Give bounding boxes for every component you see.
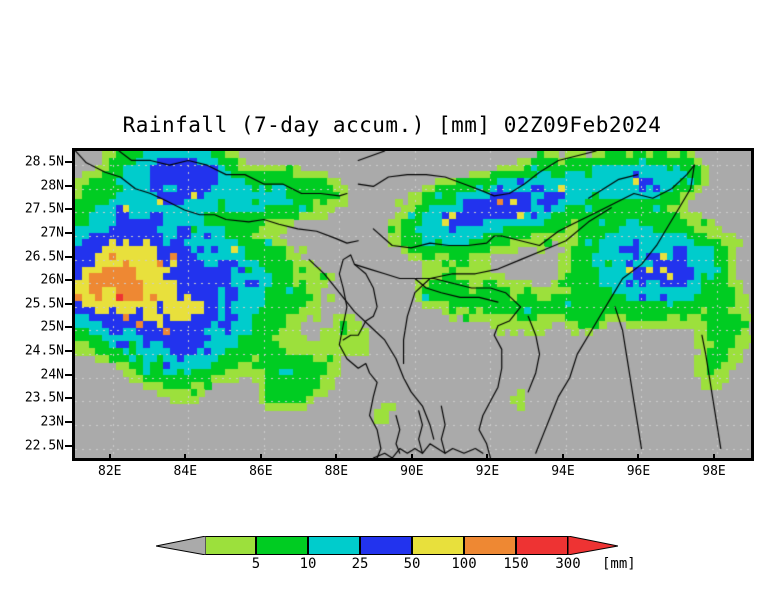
colorbar-tick-label: 100 <box>451 556 477 572</box>
y-axis-tick-mark <box>65 326 72 329</box>
y-axis-tick-label: 23.5N <box>24 390 64 406</box>
y-axis-tick-label: 25.5N <box>24 296 64 312</box>
colorbar-segment <box>308 536 360 555</box>
x-axis-labels: 82E 84E 86E 88E 90E 92E 94E 96E 98E <box>72 464 748 484</box>
colorbar-segment <box>464 536 516 555</box>
x-axis-tick-mark <box>713 454 715 461</box>
colorbar-segments <box>204 536 568 555</box>
y-axis-tick-mark <box>65 397 72 400</box>
colorbar-tick-labels: 5 10 25 50 100 150 300 <box>204 556 581 574</box>
y-axis-tick-label: 27.5N <box>24 201 64 217</box>
x-axis-tick-mark <box>561 454 564 461</box>
y-axis-labels: 28.5N 28N 27.5N 27N 26.5N 26N 25.5N 25N 24.5N 24N… <box>0 148 64 455</box>
y-axis-tick-mark <box>65 161 72 164</box>
x-axis-tick-mark <box>108 454 111 461</box>
colorbar-segment <box>412 536 464 555</box>
y-axis-tick-mark <box>65 279 72 282</box>
colorbar[interactable]: 5 10 25 50 100 150 300 <box>156 534 618 572</box>
colorbar-tick-label: 300 <box>555 556 581 572</box>
y-axis-tick-label: 28N <box>40 178 64 194</box>
y-axis-tick-label: 23N <box>40 414 64 430</box>
colorbar-segment <box>360 536 412 555</box>
colorbar-tick-label: 25 <box>351 556 369 572</box>
y-axis-tick-label: 27N <box>40 225 64 241</box>
y-axis-tick-mark <box>65 302 72 305</box>
x-axis-tick-label: 98E <box>702 464 726 479</box>
map-plot-area[interactable] <box>72 148 754 461</box>
x-axis-tick-mark <box>486 454 489 461</box>
x-axis-tick-mark <box>637 454 640 461</box>
y-axis-tick-mark <box>65 184 72 187</box>
x-axis-tick-label: 86E <box>249 464 273 479</box>
y-axis-tick-mark <box>65 420 72 423</box>
page-title: Rainfall (7-day accum.) [mm] 02Z09Feb202… <box>122 113 662 137</box>
y-axis-tick-mark <box>65 350 72 353</box>
y-axis-tick-mark <box>65 232 72 234</box>
colorbar-tick-label: 5 <box>251 556 261 572</box>
y-axis-tick-label: 24N <box>40 367 64 383</box>
x-axis-tick-mark <box>335 454 338 461</box>
x-axis-tick-mark <box>410 454 413 461</box>
y-axis-tick-label: 22.5N <box>24 438 64 454</box>
x-axis-tick-label: 96E <box>626 464 651 479</box>
x-axis-tick-label: 90E <box>400 464 424 479</box>
y-axis-tick-label: 28.5N <box>24 154 64 170</box>
y-axis-tick-label: 26N <box>40 272 64 288</box>
colorbar-segment <box>204 536 256 555</box>
colorbar-unit-label: [mm] <box>602 556 636 572</box>
colorbar-high-extend-icon <box>568 536 618 555</box>
x-axis-tick-label: 88E <box>324 464 349 479</box>
y-axis-tick-mark <box>65 255 72 258</box>
y-axis-tick-mark <box>65 444 72 447</box>
colorbar-segment <box>516 536 568 555</box>
colorbar-tick-label: 150 <box>503 556 529 572</box>
x-axis-tick-mark <box>259 454 262 461</box>
colorbar-tick-label: 50 <box>403 556 421 572</box>
x-axis-ticks <box>72 454 748 464</box>
rainfall-heatmap-canvas <box>75 151 751 458</box>
colorbar-low-extend-icon <box>156 536 206 555</box>
colorbar-tick-label: 10 <box>299 556 317 572</box>
x-axis-tick-label: 84E <box>173 464 198 479</box>
y-axis-tick-mark <box>65 208 72 211</box>
y-axis-ticks <box>58 148 72 455</box>
y-axis-tick-label: 24.5N <box>24 343 64 359</box>
x-axis-tick-label: 92E <box>475 464 500 479</box>
y-axis-tick-label: 25N <box>40 319 64 335</box>
x-axis-tick-mark <box>184 454 187 461</box>
x-axis-tick-label: 82E <box>98 464 122 479</box>
y-axis-tick-label: 26.5N <box>24 249 64 265</box>
y-axis-tick-mark <box>65 373 72 376</box>
colorbar-segment <box>256 536 308 555</box>
x-axis-tick-label: 94E <box>551 464 575 479</box>
